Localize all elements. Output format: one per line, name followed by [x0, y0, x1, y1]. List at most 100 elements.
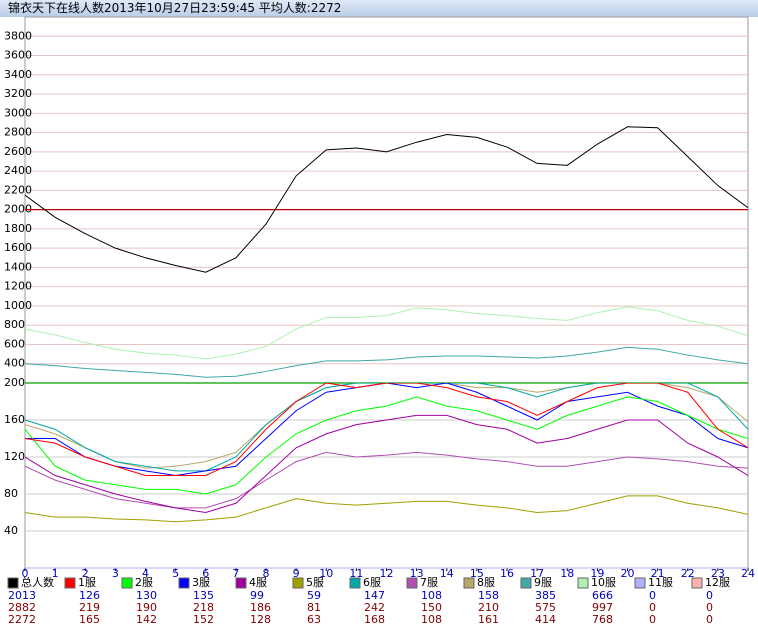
legend-swatch: [463, 577, 475, 589]
legend-swatch: [520, 577, 532, 589]
legend-label: 12服: [705, 576, 730, 589]
y-tick-label: 3400: [4, 68, 32, 81]
series-line: [25, 346, 748, 378]
legend-swatch: [577, 577, 589, 589]
legend-stat: 210: [478, 601, 499, 614]
y-tick-label: 3200: [4, 87, 32, 100]
x-tick-label: 24: [741, 567, 755, 580]
series-line: [25, 126, 748, 273]
legend-swatch: [121, 577, 133, 589]
legend-label: 2服: [135, 576, 153, 589]
series-line: [25, 383, 748, 476]
legend-stat: 168: [364, 613, 385, 626]
legend-stat: 126: [79, 589, 100, 602]
y-tick-label: 400: [4, 357, 25, 370]
y-tick-label: 600: [4, 337, 25, 350]
x-tick-label: 19: [590, 567, 604, 580]
legend-label: 5服: [306, 576, 324, 589]
x-tick-label: 2: [82, 567, 89, 580]
legend-swatch: [691, 577, 703, 589]
legend-stat: 575: [535, 601, 556, 614]
x-tick-label: 1: [52, 567, 59, 580]
legend-swatch: [634, 577, 646, 589]
legend-label: 10服: [591, 576, 616, 589]
x-tick-label: 21: [651, 567, 665, 580]
x-tick-label: 23: [711, 567, 725, 580]
title-bar: 锦衣天下在线人数2013年10月27日23:59:45 平均人数:2272: [0, 0, 758, 17]
legend-stat: 0: [706, 613, 713, 626]
series-line: [25, 383, 748, 469]
y2-tick-label: 200: [4, 376, 25, 389]
legend-label: 1服: [78, 576, 96, 589]
legend-stat: 997: [592, 601, 613, 614]
y-tick-label: 1600: [4, 241, 32, 254]
series-line: [25, 306, 748, 360]
legend-stat: 165: [79, 613, 100, 626]
series-line: [25, 414, 748, 514]
legend-stat: 218: [193, 601, 214, 614]
legend-stat: 81: [307, 601, 321, 614]
y-tick-label: 1000: [4, 299, 32, 312]
y-tick-label: 800: [4, 318, 25, 331]
legend-stat: 2882: [8, 601, 36, 614]
legend-stat: 135: [193, 589, 214, 602]
legend-swatch: [178, 577, 190, 589]
legend-swatch: [64, 577, 76, 589]
x-tick-label: 5: [172, 567, 179, 580]
x-tick-label: 22: [681, 567, 695, 580]
series-line: [25, 451, 748, 509]
legend-stat: 0: [649, 601, 656, 614]
y-tick-label: 2400: [4, 164, 32, 177]
x-tick-label: 8: [263, 567, 270, 580]
legend-stat: 99: [250, 589, 264, 602]
legend-stat: 128: [250, 613, 271, 626]
legend-stat: 768: [592, 613, 613, 626]
legend-stat: 147: [364, 589, 385, 602]
x-tick-label: 13: [410, 567, 424, 580]
legend-swatch: [406, 577, 418, 589]
x-tick-label: 12: [380, 567, 394, 580]
series-line: [25, 396, 748, 495]
y-tick-label: 1400: [4, 260, 32, 273]
y2-tick-label: 40: [4, 524, 18, 537]
legend-label: 7服: [420, 576, 438, 589]
y-tick-label: 2600: [4, 145, 32, 158]
legend-label: 9服: [534, 576, 552, 589]
x-tick-label: 14: [440, 567, 454, 580]
x-tick-label: 6: [202, 567, 209, 580]
legend-stat: 2272: [8, 613, 36, 626]
legend-stat: 0: [649, 613, 656, 626]
series-line: [25, 495, 748, 523]
legend-stat: 150: [421, 601, 442, 614]
x-tick-label: 4: [142, 567, 149, 580]
legend-label: 11服: [648, 576, 673, 589]
y-tick-label: 2800: [4, 126, 32, 139]
legend-stat: 108: [421, 613, 442, 626]
y-tick-label: 3600: [4, 49, 32, 62]
x-tick-label: 0: [22, 567, 29, 580]
legend-stat: 666: [592, 589, 613, 602]
legend-stat: 130: [136, 589, 157, 602]
legend-stat: 63: [307, 613, 321, 626]
series-line: [25, 383, 748, 472]
y2-tick-label: 120: [4, 450, 25, 463]
legend-stat: 0: [706, 589, 713, 602]
legend-stat: 158: [478, 589, 499, 602]
legend-stat: 385: [535, 589, 556, 602]
legend-label: 总人数: [21, 575, 54, 589]
y-tick-label: 3800: [4, 29, 32, 42]
x-tick-label: 7: [232, 567, 239, 580]
series-line: [25, 383, 748, 477]
legend-stat: 186: [250, 601, 271, 614]
x-tick-label: 17: [530, 567, 544, 580]
x-tick-label: 10: [319, 567, 333, 580]
x-tick-label: 16: [500, 567, 514, 580]
legend-swatch: [292, 577, 304, 589]
legend-stat: 242: [364, 601, 385, 614]
legend-stat: 0: [649, 589, 656, 602]
y-tick-label: 2000: [4, 203, 32, 216]
x-tick-label: 15: [470, 567, 484, 580]
legend-label: 8服: [477, 576, 495, 589]
x-tick-label: 11: [349, 567, 363, 580]
